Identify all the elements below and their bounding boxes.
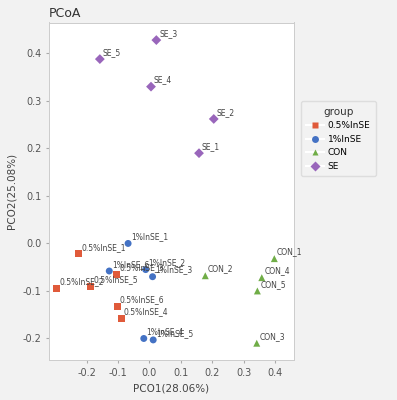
Text: 1%InSE_3: 1%InSE_3 bbox=[155, 266, 193, 274]
Text: 1%InSE_6: 1%InSE_6 bbox=[112, 260, 149, 269]
Text: 1%InSE_5: 1%InSE_5 bbox=[156, 329, 193, 338]
Text: CON_1: CON_1 bbox=[277, 248, 303, 256]
Text: 0.5%InSE_1: 0.5%InSE_1 bbox=[82, 243, 126, 252]
Point bbox=[258, 274, 265, 281]
Text: CON_2: CON_2 bbox=[208, 264, 233, 274]
Point bbox=[87, 283, 94, 290]
Text: 0.5%InSE_6: 0.5%InSE_6 bbox=[120, 295, 164, 304]
Point bbox=[114, 303, 120, 309]
Point bbox=[149, 274, 156, 280]
Point bbox=[254, 288, 260, 294]
Point bbox=[148, 84, 154, 90]
Text: 0.5%InSE_3: 0.5%InSE_3 bbox=[119, 263, 164, 272]
Text: SE_5: SE_5 bbox=[103, 48, 121, 57]
Text: CON_3: CON_3 bbox=[260, 332, 285, 341]
Point bbox=[118, 315, 124, 322]
Point bbox=[113, 271, 119, 278]
Point bbox=[202, 272, 208, 279]
Point bbox=[143, 266, 149, 273]
Text: 1%InSE_4: 1%InSE_4 bbox=[146, 327, 184, 336]
Y-axis label: PCO2(25.08%): PCO2(25.08%) bbox=[7, 153, 17, 229]
Text: SE_1: SE_1 bbox=[202, 142, 220, 151]
Text: 0.5%InSE_5: 0.5%InSE_5 bbox=[93, 275, 138, 284]
Text: SE_3: SE_3 bbox=[159, 29, 177, 38]
Point bbox=[254, 340, 260, 346]
Legend: 0.5%InSE, 1%InSE, CON, SE: 0.5%InSE, 1%InSE, CON, SE bbox=[301, 101, 376, 176]
Point bbox=[125, 240, 131, 247]
Point bbox=[97, 56, 103, 62]
Text: 0.5%InSE_2: 0.5%InSE_2 bbox=[60, 278, 104, 286]
Text: PCoA: PCoA bbox=[49, 7, 81, 20]
Point bbox=[54, 285, 60, 292]
Point bbox=[196, 150, 202, 156]
Point bbox=[210, 116, 217, 122]
Point bbox=[106, 268, 112, 274]
Text: CON_5: CON_5 bbox=[260, 280, 286, 289]
Text: 1%InSE_1: 1%InSE_1 bbox=[131, 232, 168, 241]
Text: 0.5%InSE_4: 0.5%InSE_4 bbox=[124, 307, 169, 316]
Point bbox=[150, 337, 156, 343]
X-axis label: PCO1(28.06%): PCO1(28.06%) bbox=[133, 383, 210, 393]
Point bbox=[271, 256, 278, 262]
Text: SE_4: SE_4 bbox=[154, 76, 172, 84]
Point bbox=[153, 37, 160, 43]
Point bbox=[76, 251, 82, 257]
Text: CON_4: CON_4 bbox=[264, 266, 290, 276]
Text: SE_2: SE_2 bbox=[216, 108, 235, 117]
Text: 1%InSE_2: 1%InSE_2 bbox=[148, 258, 185, 268]
Point bbox=[141, 335, 147, 342]
